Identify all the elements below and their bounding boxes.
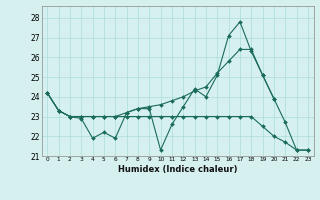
X-axis label: Humidex (Indice chaleur): Humidex (Indice chaleur) <box>118 165 237 174</box>
